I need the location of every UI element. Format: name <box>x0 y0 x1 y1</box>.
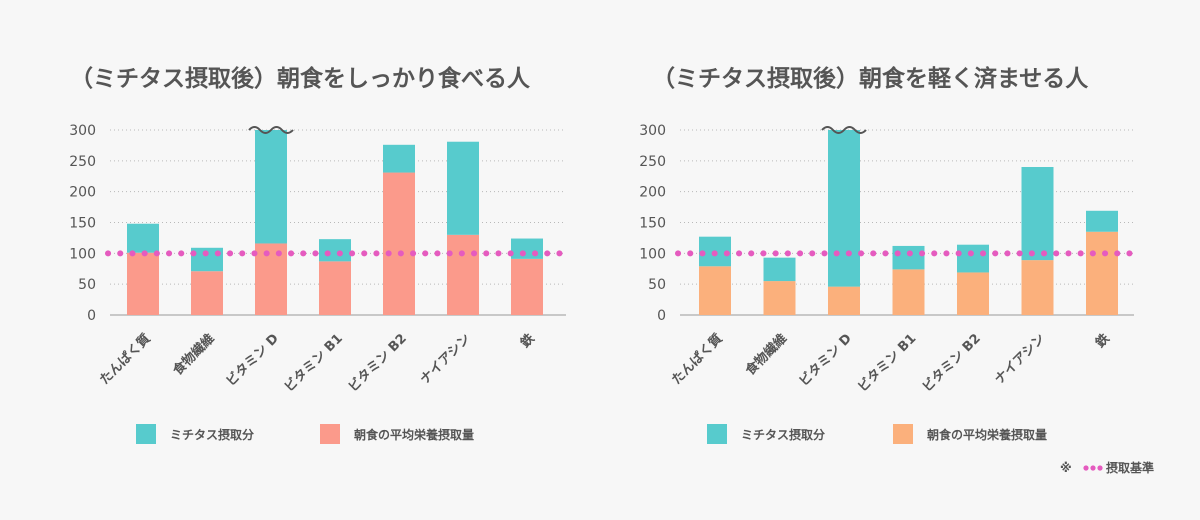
y-tick-label: 200 <box>69 185 96 201</box>
y-tick-label: 250 <box>69 154 96 170</box>
bar-base <box>319 261 351 315</box>
legend-label-mitasu: ミチタス摂取分 <box>741 427 825 442</box>
legend-label-base: 朝食の平均栄養摂取量 <box>927 427 1047 442</box>
bar-base <box>1086 231 1118 315</box>
footnote-mark: ※ <box>1060 461 1072 475</box>
legend-swatch-base <box>320 424 340 444</box>
x-tick-label: 鉄 <box>517 331 538 352</box>
y-tick-label: 0 <box>87 308 96 324</box>
chart-right: （ミチタス摂取後）朝食を軽く済ませる人 0 50 100 150 200 250 300 たんぱ… <box>639 65 1135 444</box>
x-tick-label: ビタミン B2 <box>345 331 410 396</box>
y-tick-label: 200 <box>639 185 666 201</box>
legend-label-base: 朝食の平均栄養摂取量 <box>354 427 474 442</box>
bar-mitasu <box>892 245 925 270</box>
bar-base <box>892 269 925 315</box>
footnote-dot <box>1083 465 1089 471</box>
y-tick-label: 150 <box>69 216 96 232</box>
footnote-label: 摂取基準 <box>1106 460 1154 475</box>
legend-swatch-mitasu <box>136 424 156 444</box>
bar-mitasu <box>255 130 287 244</box>
chart-left: （ミチタス摂取後）朝食をしっかり食べる人 0 50 100 150 200 250 300 たん… <box>69 65 567 444</box>
footnote-dot <box>1090 465 1096 471</box>
axis-break-mark <box>248 126 294 134</box>
y-tick-label: 50 <box>78 277 96 293</box>
x-tick-label: 食物繊維 <box>170 331 218 379</box>
bar-base <box>447 234 479 315</box>
x-tick-label: ビタミン B2 <box>919 331 984 396</box>
y-tick-label: 100 <box>69 246 96 262</box>
x-tick-label: ビタミン B1 <box>281 331 346 396</box>
bar-base <box>191 271 223 315</box>
bar-mitasu <box>319 239 351 262</box>
bar-base <box>255 243 287 315</box>
y-tick-label: 50 <box>648 277 666 293</box>
bar-base <box>828 286 860 315</box>
bar-mitasu <box>1021 167 1054 261</box>
bar-mitasu <box>383 144 415 173</box>
bar-base <box>127 252 159 315</box>
bar-base <box>511 258 543 315</box>
footnote-dot <box>1097 465 1103 471</box>
bar-mitasu <box>127 223 159 253</box>
x-tick-label: ビタミン D <box>223 330 282 389</box>
bar-mitasu <box>957 244 989 273</box>
x-tick-label: たんぱく質 <box>97 331 154 388</box>
x-tick-label: ビタミン B1 <box>855 331 920 396</box>
legend-swatch-mitasu <box>707 424 727 444</box>
y-tick-label: 100 <box>639 246 666 262</box>
bar-mitasu <box>828 130 860 287</box>
x-tick-label: たんぱく質 <box>669 331 726 388</box>
legend-swatch-base <box>893 424 913 444</box>
y-tick-label: 0 <box>657 308 666 324</box>
bar-base <box>957 272 989 315</box>
bar-mitasu <box>511 238 543 259</box>
x-tick-label: ビタミン D <box>796 330 855 389</box>
x-tick-label: 鉄 <box>1092 331 1113 352</box>
bar-base <box>1021 260 1054 315</box>
bar-base <box>383 172 415 315</box>
y-tick-label: 300 <box>69 123 96 139</box>
bar-base <box>763 281 796 315</box>
bar-mitasu <box>447 141 479 235</box>
bar-mitasu <box>763 257 796 282</box>
x-tick-label: ナイアシン <box>418 331 474 387</box>
reference-footnote: ※ 摂取基準 <box>1060 460 1154 475</box>
legend-label-mitasu: ミチタス摂取分 <box>170 427 254 442</box>
x-tick-label: 食物繊維 <box>742 331 790 379</box>
y-tick-label: 300 <box>639 123 666 139</box>
x-tick-label: ナイアシン <box>992 331 1048 387</box>
bar-mitasu <box>1086 210 1118 232</box>
y-tick-label: 250 <box>639 154 666 170</box>
axis-break-mark <box>821 126 867 134</box>
chart-title: （ミチタス摂取後）朝食を軽く済ませる人 <box>652 65 1089 92</box>
y-tick-label: 150 <box>639 216 666 232</box>
chart-title: （ミチタス摂取後）朝食をしっかり食べる人 <box>70 65 531 92</box>
bar-base <box>699 266 731 315</box>
